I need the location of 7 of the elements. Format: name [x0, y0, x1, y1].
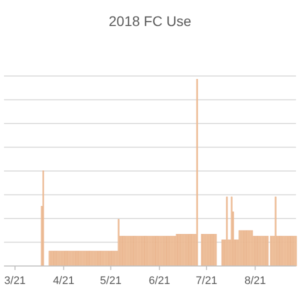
- x-tick-label: 8/21: [244, 275, 266, 287]
- x-tick-label: 4/21: [52, 275, 74, 287]
- x-tick-label: 3/21: [4, 275, 26, 287]
- x-tick-label: 6/21: [148, 275, 170, 287]
- chart-title: 2018 FC Use: [108, 13, 192, 29]
- x-tick-label: 7/21: [196, 275, 218, 287]
- x-tick-label: 5/21: [100, 275, 122, 287]
